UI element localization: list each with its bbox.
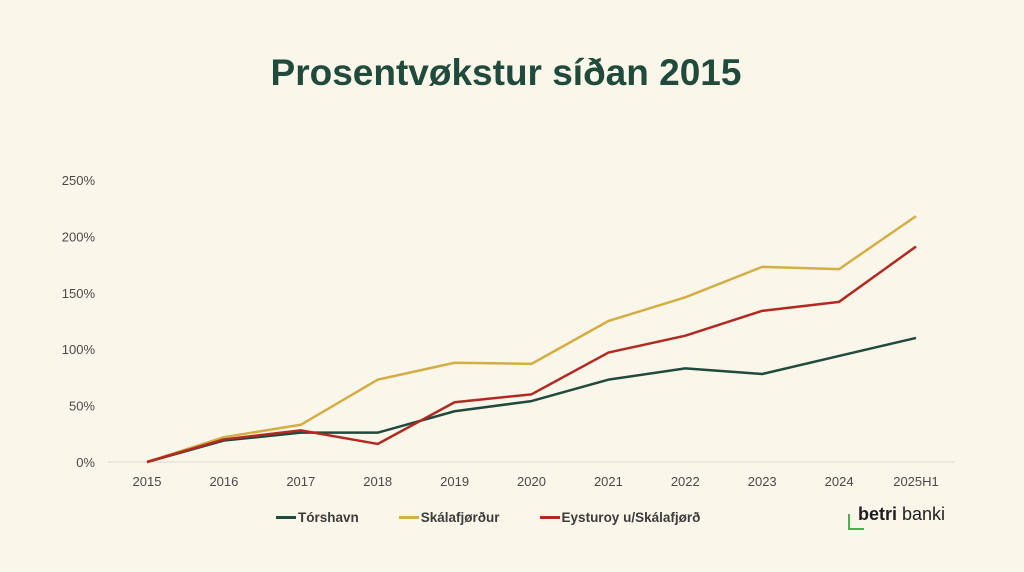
- legend-item: Tórshavn: [276, 510, 359, 525]
- y-tick-label: 100%: [62, 342, 96, 357]
- x-tick-label: 2019: [440, 474, 469, 489]
- legend-label: Skálafjørður: [420, 510, 500, 525]
- logo-corner-icon: [848, 514, 864, 530]
- logo-bold: betri: [858, 504, 898, 524]
- y-tick-label: 250%: [62, 173, 96, 188]
- x-tick-label: 2017: [286, 474, 315, 489]
- x-tick-label: 2025H1: [893, 474, 939, 489]
- x-tick-label: 2018: [363, 474, 392, 489]
- y-tick-label: 150%: [62, 286, 96, 301]
- x-tick-label: 2016: [209, 474, 238, 489]
- logo-rest: banki: [897, 504, 946, 524]
- betri-banki-logo: betri banki: [848, 504, 946, 530]
- series-line-0: [146, 336, 917, 464]
- legend-item: Eysturoy u/Skálafjørð: [539, 510, 701, 525]
- legend: Tórshavn Skálafjørður Eysturoy u/Skálafjør…: [276, 510, 740, 525]
- legend-swatch: [539, 516, 560, 519]
- series-line-1: [146, 215, 917, 464]
- chart-title: Prosentvøkstur síðan 2015: [270, 52, 742, 93]
- x-tick-label: 2015: [133, 474, 162, 489]
- legend-label: Eysturoy u/Skálafjørð: [561, 510, 701, 525]
- x-tick-label: 2021: [594, 474, 623, 489]
- y-tick-label: 50%: [69, 399, 95, 414]
- legend-item: Skálafjørður: [398, 510, 500, 525]
- y-tick-label: 0%: [76, 455, 95, 470]
- legend-label: Tórshavn: [298, 510, 359, 525]
- x-tick-label: 2022: [671, 474, 700, 489]
- legend-swatch: [276, 516, 296, 519]
- legend-swatch: [398, 516, 419, 519]
- x-tick-label: 2020: [517, 474, 546, 489]
- x-tick-label: 2023: [748, 474, 777, 489]
- series-line-2: [146, 245, 917, 464]
- y-tick-label: 200%: [62, 229, 96, 244]
- x-tick-label: 2024: [825, 474, 854, 489]
